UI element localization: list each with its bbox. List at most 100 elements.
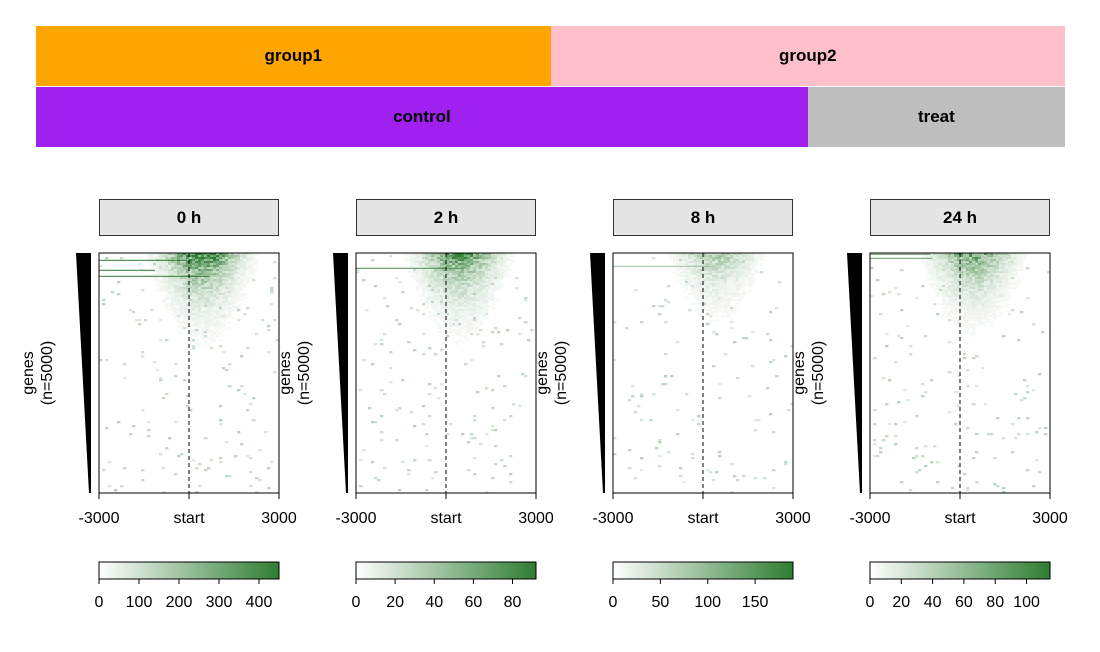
heatmap-cell bbox=[712, 261, 716, 264]
heatmap-cell bbox=[189, 285, 193, 288]
heatmap-cell bbox=[697, 285, 701, 288]
heatmap-cell bbox=[204, 343, 208, 346]
heatmap-cell bbox=[488, 287, 492, 290]
heatmap-cell bbox=[691, 257, 695, 260]
heatmap-cell bbox=[470, 301, 474, 304]
heatmap-cell bbox=[718, 267, 722, 270]
heatmap-cell bbox=[754, 271, 758, 274]
heatmap-cell bbox=[461, 269, 465, 272]
heatmap-cell bbox=[745, 279, 749, 282]
heatmap-cell bbox=[159, 267, 163, 270]
heatmap-cell bbox=[213, 299, 217, 302]
heatmap-cell bbox=[476, 277, 480, 280]
heatmap-cell bbox=[183, 327, 187, 330]
heatmap-cell bbox=[207, 307, 211, 310]
heatmap-cell bbox=[999, 307, 1003, 310]
heatmap-cell bbox=[691, 255, 695, 258]
heatmap-cell bbox=[141, 289, 145, 292]
heatmap-cell bbox=[933, 269, 937, 272]
heatmap-cell bbox=[1008, 285, 1012, 288]
heatmap-cell bbox=[945, 305, 949, 308]
heatmap-cell bbox=[996, 289, 1000, 292]
heatmap-cell bbox=[482, 281, 486, 284]
heatmap-cell bbox=[972, 457, 976, 460]
heatmap-cell bbox=[443, 293, 447, 296]
heatmap-cell bbox=[706, 261, 710, 264]
heatmap-cell bbox=[195, 261, 199, 264]
heatmap-cell bbox=[461, 263, 465, 266]
heatmap-cell bbox=[210, 273, 214, 276]
heatmap-cell bbox=[978, 297, 982, 300]
heatmap-cell bbox=[721, 271, 725, 274]
heatmap-cell bbox=[440, 297, 444, 300]
heatmap-cell bbox=[440, 269, 444, 272]
heatmap-cell bbox=[162, 299, 166, 302]
heatmap-cell bbox=[222, 271, 226, 274]
heatmap-cell bbox=[195, 263, 199, 266]
heatmap-cell bbox=[186, 289, 190, 292]
heatmap-cell bbox=[682, 255, 686, 258]
heatmap-cell bbox=[682, 269, 686, 272]
heatmap-cell bbox=[428, 259, 432, 262]
heatmap-cell bbox=[927, 255, 931, 258]
heatmap-cell bbox=[491, 299, 495, 302]
heatmap-cell bbox=[207, 279, 211, 282]
heatmap-cell bbox=[715, 311, 719, 314]
heatmap-cell bbox=[697, 289, 701, 292]
heatmap-cell bbox=[162, 467, 166, 470]
heatmap-cell bbox=[975, 285, 979, 288]
heatmap-cell bbox=[440, 299, 444, 302]
heatmap-cell bbox=[171, 295, 175, 298]
heatmap-cell bbox=[186, 295, 190, 298]
heatmap-cell bbox=[948, 303, 952, 306]
heatmap-cell bbox=[1008, 291, 1012, 294]
heatmap-cell bbox=[724, 273, 728, 276]
heatmap-cell bbox=[718, 263, 722, 266]
heatmap-cell bbox=[494, 267, 498, 270]
heatmap-cell bbox=[476, 307, 480, 310]
heatmap-cell bbox=[189, 301, 193, 304]
heatmap-cell bbox=[972, 279, 976, 282]
heatmap-cell bbox=[171, 301, 175, 304]
heatmap-cell bbox=[981, 279, 985, 282]
heatmap-cell bbox=[467, 441, 471, 444]
heatmap-cell bbox=[736, 273, 740, 276]
heatmap-cell bbox=[954, 255, 958, 258]
heatmap-cell bbox=[422, 301, 426, 304]
heatmap-cell bbox=[180, 315, 184, 318]
heatmap-cell bbox=[464, 285, 468, 288]
heatmap-cell bbox=[431, 295, 435, 298]
heatmap-cell bbox=[198, 345, 202, 348]
heatmap-cell bbox=[706, 469, 710, 472]
heatmap-cell bbox=[171, 307, 175, 310]
heatmap-cell bbox=[745, 253, 749, 256]
heatmap-cell bbox=[969, 295, 973, 298]
heatmap-cell bbox=[924, 445, 928, 448]
heatmap-cell bbox=[437, 285, 441, 288]
heatmap-cell bbox=[195, 331, 199, 334]
heatmap-cell bbox=[1014, 259, 1018, 262]
heatmap-cell bbox=[685, 297, 689, 300]
heatmap-cell bbox=[909, 345, 913, 348]
heatmap-cell bbox=[984, 301, 988, 304]
heatmap-cell bbox=[198, 325, 202, 328]
heatmap-cell bbox=[491, 425, 495, 428]
heatmap-cell bbox=[473, 287, 477, 290]
heatmap-cell bbox=[942, 257, 946, 260]
heatmap-cell bbox=[733, 289, 737, 292]
heatmap-cell bbox=[724, 315, 728, 318]
heatmap-cell bbox=[467, 305, 471, 308]
heatmap-cell bbox=[189, 331, 193, 334]
heatmap-cell bbox=[1023, 255, 1027, 258]
heatmap-cell bbox=[993, 269, 997, 272]
heatmap-cell bbox=[1005, 261, 1009, 264]
heatmap-cell bbox=[222, 315, 226, 318]
heatmap-cell bbox=[449, 423, 453, 426]
heatmap-cell bbox=[969, 283, 973, 286]
heatmap-cell bbox=[688, 293, 692, 296]
heatmap-cell bbox=[727, 255, 731, 258]
heatmap-cell bbox=[237, 431, 241, 434]
heatmap-cell bbox=[186, 313, 190, 316]
heatmap-cell bbox=[228, 293, 232, 296]
heatmap-cell bbox=[1002, 261, 1006, 264]
